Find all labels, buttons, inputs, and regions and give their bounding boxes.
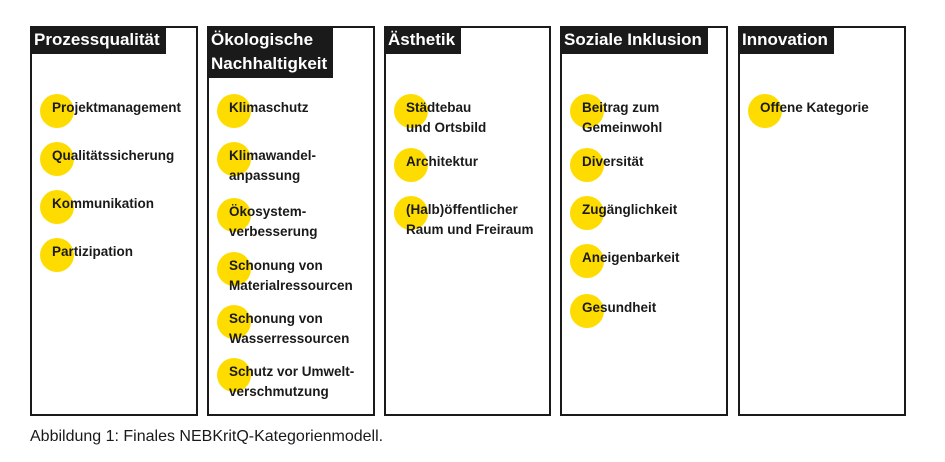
criterion-item: Aneigenbarkeit	[570, 244, 722, 278]
yellow-dot-icon	[40, 238, 74, 272]
category-column-aesthetik: Ästhetik Städtebau und Ortsbild Architek…	[384, 26, 551, 416]
yellow-dot-icon	[217, 252, 251, 286]
column-header: Prozessqualität	[30, 26, 166, 54]
criterion-label: Kommunikation	[52, 196, 155, 211]
category-column-soziale-inklusion: Soziale Inklusion Beitrag zum Gemeinwohl…	[560, 26, 728, 416]
criterion-item: Zugänglichkeit	[570, 196, 722, 230]
criterion-item: Projektmanagement	[40, 94, 192, 128]
criterion-label: Klimaschutz	[229, 100, 309, 115]
yellow-dot-icon	[570, 244, 604, 278]
criterion-item: Partizipation	[40, 238, 192, 272]
category-column-oekologische-nachhaltigkeit: Ökologische Nachhaltigkeit Klimaschutz K…	[207, 26, 375, 416]
criterion-item: Architektur	[394, 148, 545, 182]
column-header: Ästhetik	[384, 26, 462, 54]
yellow-dot-icon	[570, 94, 604, 128]
column-header: Ökologische Nachhaltigkeit	[207, 26, 334, 78]
figure-caption: Abbildung 1: Finales NEBKritQ-Kategorien…	[30, 428, 384, 445]
yellow-dot-icon	[570, 196, 604, 230]
criterion-label: Offene Kategorie	[760, 100, 869, 115]
yellow-dot-icon	[748, 94, 782, 128]
criterion-item: (Halb)öffentlicher Raum und Freiraum	[394, 196, 545, 240]
yellow-dot-icon	[40, 190, 74, 224]
criteria-list: Klimaschutz Klimawandel- anpassung Ökosy…	[209, 28, 373, 414]
criterion-item: Städtebau und Ortsbild	[394, 94, 545, 138]
criterion-label: Klimawandel- anpassung	[229, 148, 317, 183]
yellow-dot-icon	[40, 142, 74, 176]
criterion-item: Klimawandel- anpassung	[217, 142, 369, 186]
category-column-innovation: Innovation Offene Kategorie	[738, 26, 906, 416]
criteria-list: Offene Kategorie	[740, 28, 904, 414]
criterion-label: Schonung von Materialressourcen	[229, 258, 353, 293]
criterion-item: Diversität	[570, 148, 722, 182]
yellow-dot-icon	[394, 94, 428, 128]
yellow-dot-icon	[217, 305, 251, 339]
criterion-label: Zugänglichkeit	[582, 202, 678, 217]
criterion-item: Schutz vor Umwelt- verschmutzung	[217, 358, 369, 402]
criterion-item: Qualitätssicherung	[40, 142, 192, 176]
yellow-dot-icon	[394, 148, 428, 182]
criterion-label: Aneigenbarkeit	[582, 250, 680, 265]
yellow-dot-icon	[394, 196, 428, 230]
column-header: Innovation	[738, 26, 834, 54]
criterion-label: Schutz vor Umwelt- verschmutzung	[229, 364, 355, 399]
yellow-dot-icon	[570, 294, 604, 328]
criterion-item: Gesundheit	[570, 294, 722, 328]
criterion-label: Schonung von Wasserressourcen	[229, 311, 350, 346]
yellow-dot-icon	[40, 94, 74, 128]
criterion-item: Kommunikation	[40, 190, 192, 224]
criteria-list: Beitrag zum Gemeinwohl Diversität Zugäng…	[562, 28, 726, 414]
criterion-label: Ökosystem- verbesserung	[229, 204, 318, 239]
column-header: Soziale Inklusion	[560, 26, 708, 54]
criterion-label: Diversität	[582, 154, 644, 169]
criterion-item: Ökosystem- verbesserung	[217, 198, 369, 242]
category-column-prozessqualitaet: Prozessqualität Projektmanagement Qualit…	[30, 26, 198, 416]
criterion-label: Projektmanagement	[52, 100, 182, 115]
criterion-label: Architektur	[406, 154, 479, 169]
criterion-item: Schonung von Materialressourcen	[217, 252, 369, 296]
criteria-list: Projektmanagement Qualitätssicherung Kom…	[32, 28, 196, 414]
criterion-label: Gesundheit	[582, 300, 657, 315]
criterion-item: Schonung von Wasserressourcen	[217, 305, 369, 349]
criterion-label: Partizipation	[52, 244, 134, 259]
criterion-label: Städtebau und Ortsbild	[406, 100, 487, 135]
yellow-dot-icon	[217, 94, 251, 128]
criteria-list: Städtebau und Ortsbild Architektur (Halb…	[386, 28, 549, 414]
criterion-item: Klimaschutz	[217, 94, 369, 128]
criterion-item: Beitrag zum Gemeinwohl	[570, 94, 722, 138]
yellow-dot-icon	[217, 142, 251, 176]
yellow-dot-icon	[217, 198, 251, 232]
yellow-dot-icon	[570, 148, 604, 182]
criterion-item: Offene Kategorie	[748, 94, 900, 128]
criterion-label: Beitrag zum Gemeinwohl	[582, 100, 663, 135]
criterion-label: (Halb)öffentlicher Raum und Freiraum	[406, 202, 534, 237]
yellow-dot-icon	[217, 358, 251, 392]
criterion-label: Qualitätssicherung	[52, 148, 175, 163]
